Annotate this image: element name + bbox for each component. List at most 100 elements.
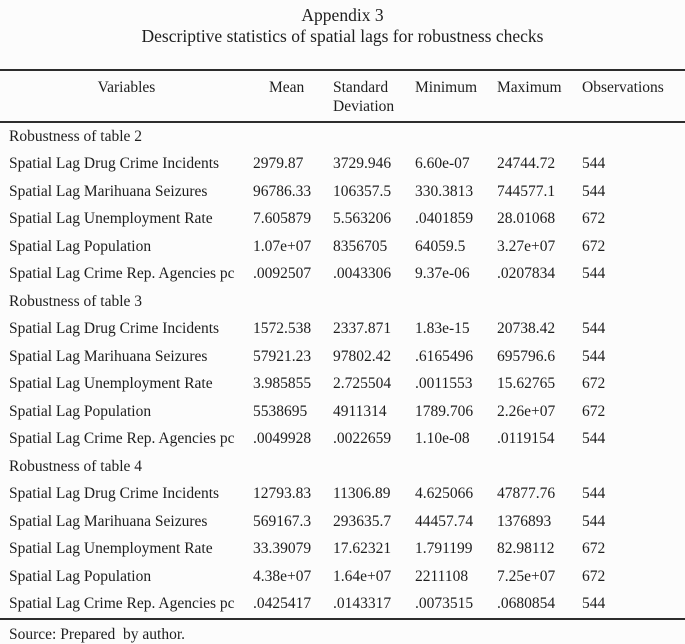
section-header-row: Robustness of table 3 [0,288,685,316]
cell-obs: 544 [582,155,606,173]
source-note: Source: Prepared by author. [9,626,186,643]
table-header: Variables Mean Standard Deviation Minimu… [0,70,685,123]
cell-mean: 57921.23 [253,347,312,365]
cell-mean: 3.985855 [253,375,312,393]
table-row: Spatial Lag Population 4.38e+07 1.64e+07 22… [0,563,685,591]
cell-min: 4.625066 [415,485,474,503]
table-row: Spatial Lag Crime Rep. Agencies pc .00925… [0,261,685,289]
cell-mean: .0425417 [253,595,312,613]
cell-min: 1.791199 [415,540,473,558]
cell-obs: 672 [582,402,606,420]
cell-obs: 544 [582,430,606,448]
table-row: Spatial Lag Marihuana Seizures 57921.23 97… [0,343,685,371]
cell-variable: Spatial Lag Drug Crime Incidents [9,485,220,503]
cell-sd: .0043306 [333,265,392,283]
cell-max: 695796.6 [497,347,556,365]
column-header-mean: Mean [253,70,333,123]
cell-variable: Spatial Lag Marihuana Seizures [9,347,208,365]
table-row: Spatial Lag Drug Crime Incidents 2979.87 3… [0,151,685,179]
section-header-row: Robustness of table 4 [0,453,685,481]
table-subtitle: Descriptive statistics of spatial lags f… [141,26,544,46]
descriptive-statistics-table: Variables Mean Standard Deviation Minimu… [0,69,685,620]
cell-obs: 544 [582,485,606,503]
cell-obs: 672 [582,210,606,228]
cell-min: 1.83e-15 [415,320,470,338]
cell-max: 2.26e+07 [497,402,556,420]
cell-max: .0207834 [497,265,556,283]
section-label: Robustness of table 4 [9,457,143,475]
cell-obs: 672 [582,375,606,393]
table-row: Spatial Lag Drug Crime Incidents 1572.538… [0,316,685,344]
cell-variable: Spatial Lag Population [9,567,152,585]
table-row: Spatial Lag Drug Crime Incidents 12793.83… [0,481,685,509]
cell-mean: 7.605879 [253,210,312,228]
cell-min: 44457.74 [415,512,474,530]
section-label: Robustness of table 3 [9,292,143,310]
cell-variable: Spatial Lag Unemployment Rate [9,210,213,228]
cell-min: .0073515 [415,595,474,613]
cell-min: 1789.706 [415,402,474,420]
cell-variable: Spatial Lag Drug Crime Incidents [9,155,220,173]
cell-max: .0680854 [497,595,556,613]
cell-mean: 33.39079 [253,540,312,558]
table-row: Spatial Lag Population 1.07e+07 8356705 640… [0,233,685,261]
cell-mean: 5538695 [253,402,308,420]
cell-min: 64059.5 [415,237,466,255]
cell-max: 20738.42 [497,320,556,338]
cell-variable: Spatial Lag Crime Rep. Agencies pc [9,595,235,613]
cell-mean: 96786.33 [253,182,312,200]
cell-sd: 2337.871 [333,320,392,338]
cell-sd: 17.62321 [333,540,392,558]
cell-obs: 544 [582,265,606,283]
table-row: Spatial Lag Marihuana Seizures 569167.3 29… [0,508,685,536]
cell-variable: Spatial Lag Marihuana Seizures [9,182,208,200]
cell-min: 2211108 [415,567,469,585]
cell-variable: Spatial Lag Drug Crime Incidents [9,320,220,338]
cell-variable: Spatial Lag Marihuana Seizures [9,512,208,530]
cell-variable: Spatial Lag Population [9,237,152,255]
cell-mean: .0092507 [253,265,312,283]
cell-variable: Spatial Lag Unemployment Rate [9,540,213,558]
table-row: Spatial Lag Unemployment Rate 7.605879 5.5… [0,206,685,234]
cell-sd: 11306.89 [333,485,391,503]
cell-sd: 97802.42 [333,347,392,365]
cell-max: 1376893 [497,512,552,530]
column-header-observations: Observations [582,70,685,123]
cell-mean: 4.38e+07 [253,567,312,585]
cell-mean: .0049928 [253,430,312,448]
cell-min: 330.3813 [415,182,474,200]
cell-variable: Spatial Lag Crime Rep. Agencies pc [9,265,235,283]
table-row: Spatial Lag Marihuana Seizures 96786.33 10… [0,178,685,206]
cell-max: 82.98112 [497,540,555,558]
cell-obs: 544 [582,182,606,200]
cell-mean: 569167.3 [253,512,312,530]
table-row: Spatial Lag Unemployment Rate 33.39079 17.… [0,536,685,564]
cell-sd: 293635.7 [333,512,392,530]
table-row: Spatial Lag Crime Rep. Agencies pc .04254… [0,591,685,620]
cell-mean: 2979.87 [253,155,304,173]
cell-min: .0401859 [415,210,474,228]
cell-obs: 544 [582,595,606,613]
cell-mean: 1572.538 [253,320,312,338]
table-body: Robustness of table 2 Spatial Lag Drug Cr… [0,122,685,619]
column-header-variables: Variables [0,70,253,123]
cell-max: 744577.1 [497,182,556,200]
cell-max: 3.27e+07 [497,237,556,255]
section-header-row: Robustness of table 2 [0,122,685,151]
section-label: Robustness of table 2 [9,127,143,145]
cell-variable: Spatial Lag Unemployment Rate [9,375,213,393]
cell-sd: 2.725504 [333,375,392,393]
table-row: Spatial Lag Population 5538695 4911314 1789… [0,398,685,426]
cell-sd: 106357.5 [333,182,392,200]
cell-obs: 544 [582,347,606,365]
cell-max: 15.62765 [497,375,556,393]
cell-min: 6.60e-07 [415,155,470,173]
cell-mean: 12793.83 [253,485,312,503]
cell-mean: 1.07e+07 [253,237,312,255]
cell-min: 9.37e-06 [415,265,470,283]
cell-variable: Spatial Lag Population [9,402,152,420]
table-caption: Appendix 3 Descriptive statistics of spa… [0,0,685,47]
cell-obs: 672 [582,567,606,585]
cell-obs: 544 [582,320,606,338]
cell-max: 24744.72 [497,155,556,173]
